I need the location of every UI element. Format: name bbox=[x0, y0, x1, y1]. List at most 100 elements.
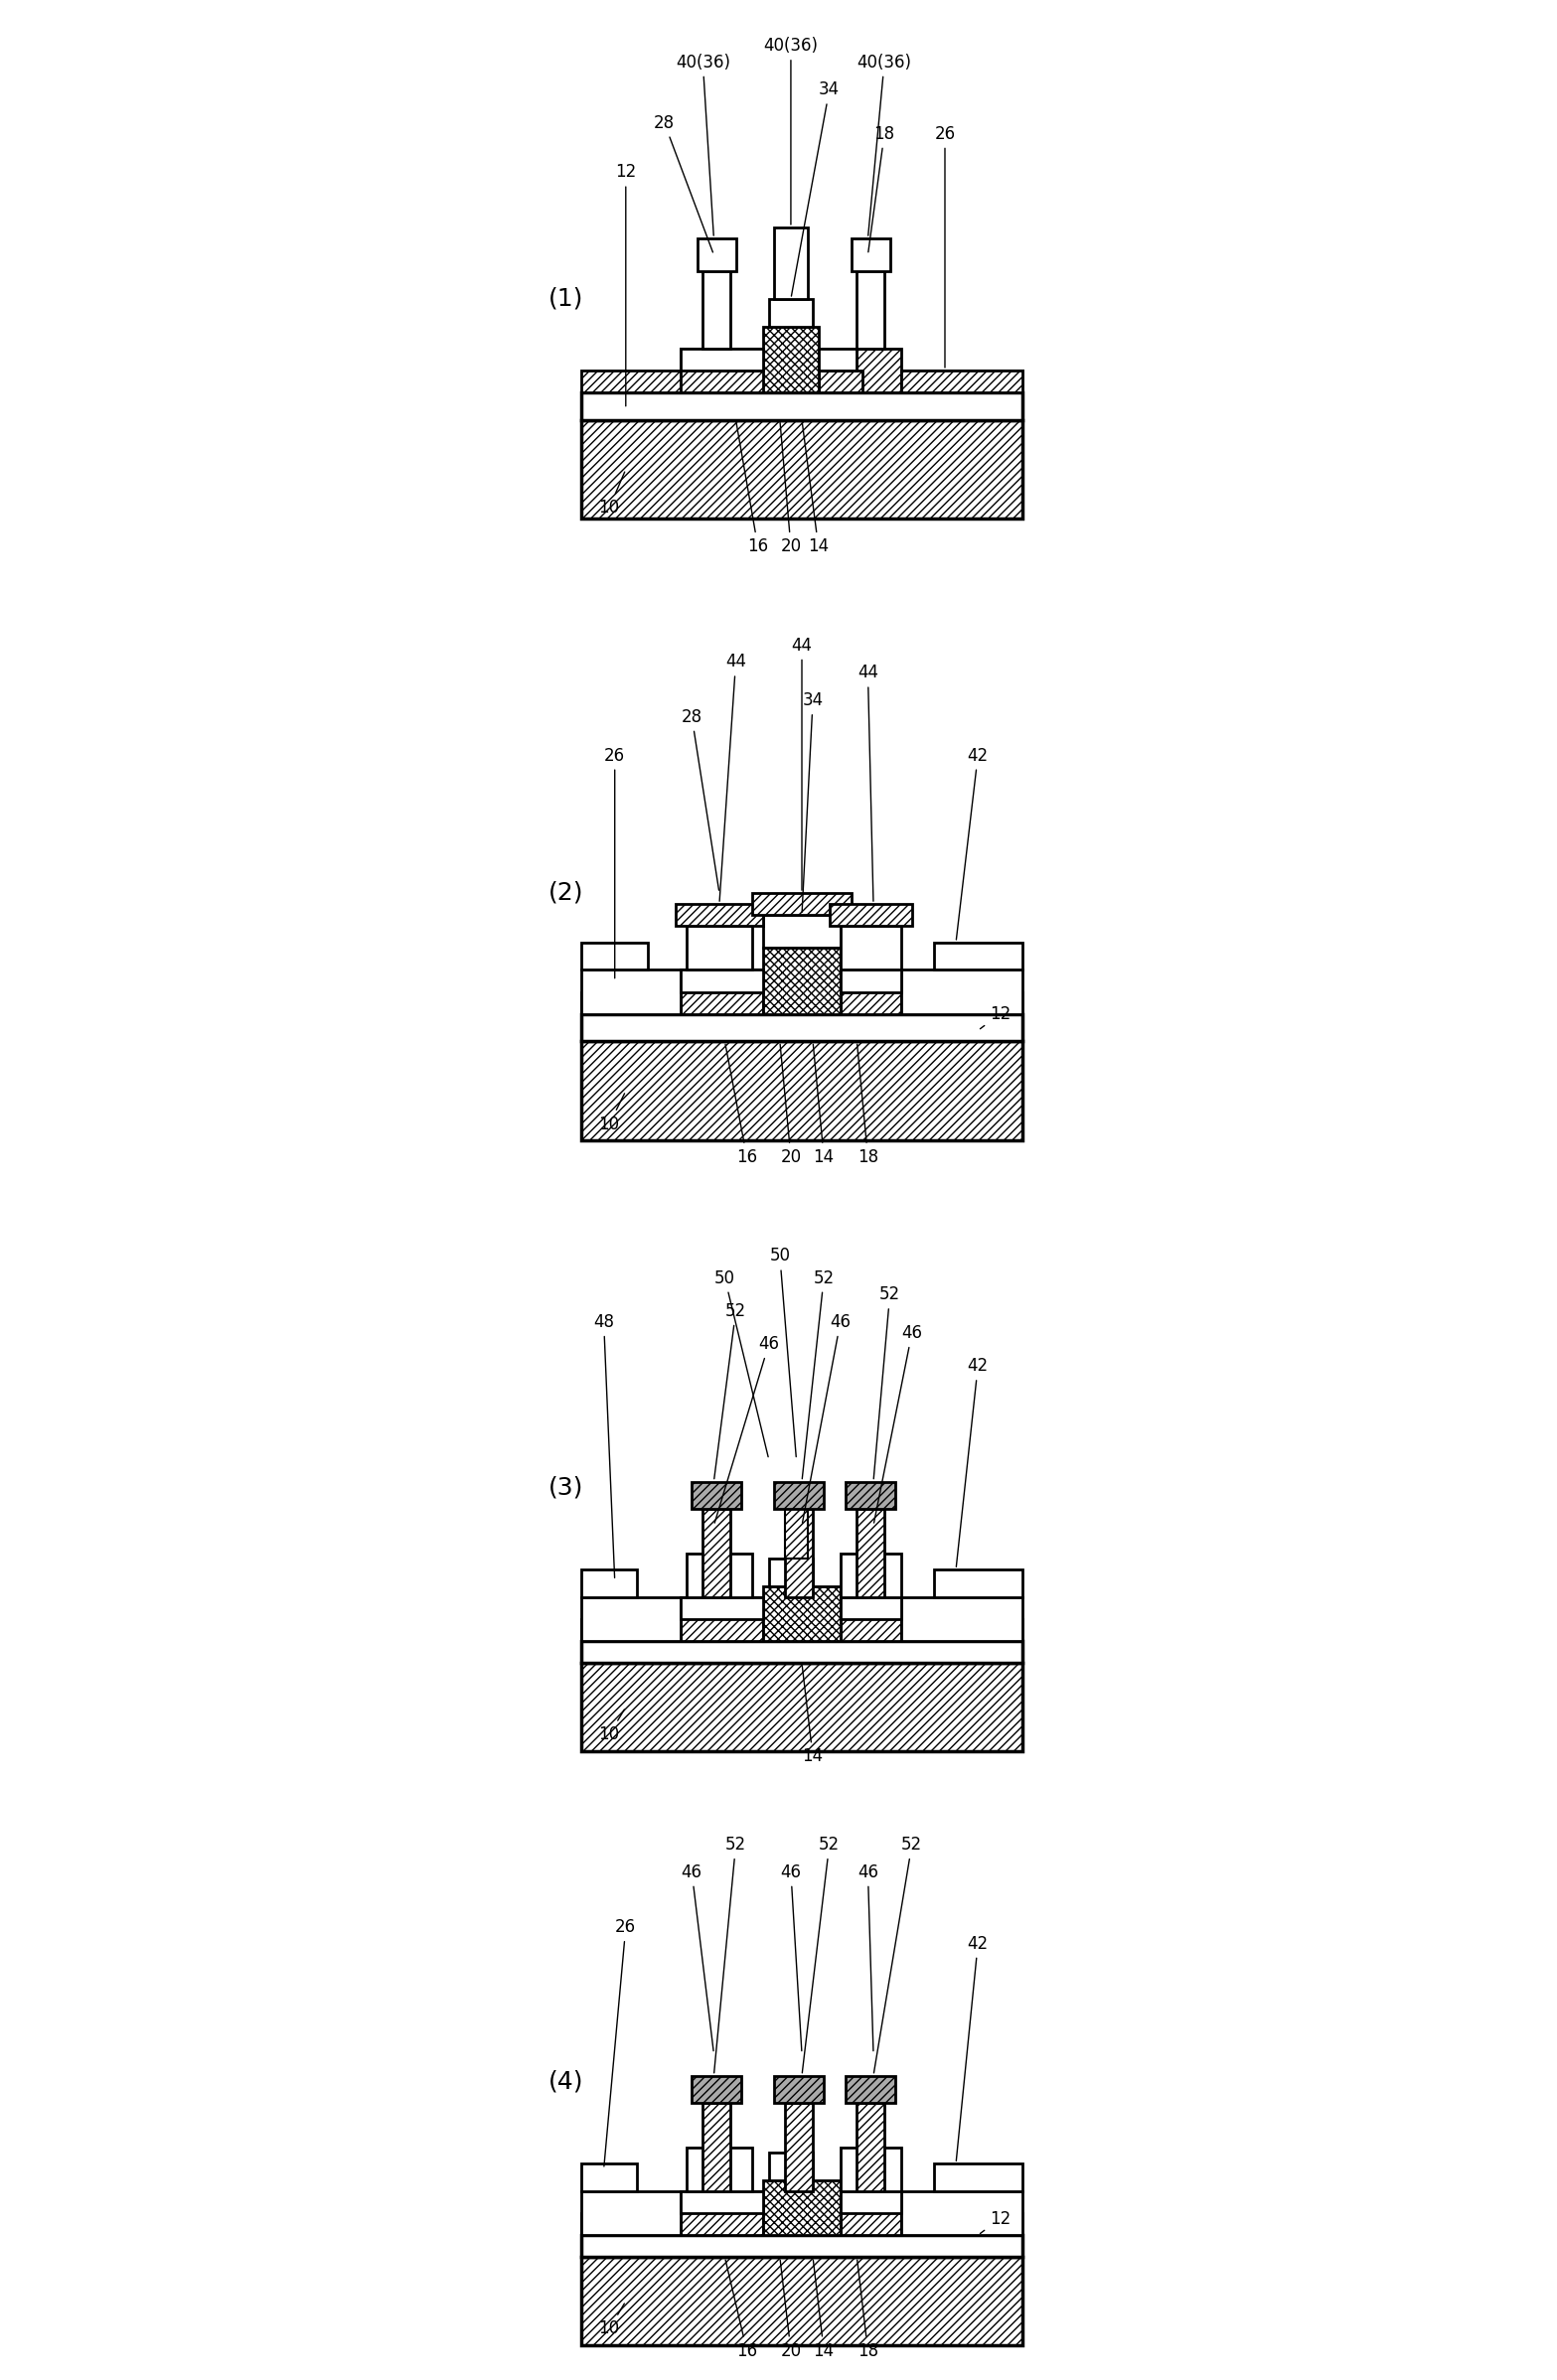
Bar bbox=[769, 2152, 813, 2180]
Bar bbox=[691, 2075, 741, 2104]
Text: 26: 26 bbox=[604, 1918, 637, 2166]
Bar bbox=[582, 1642, 1021, 1664]
Bar bbox=[582, 2256, 1021, 2344]
Bar bbox=[680, 971, 763, 1014]
Bar bbox=[856, 271, 884, 347]
Text: 40(36): 40(36) bbox=[763, 36, 817, 224]
Bar bbox=[691, 1480, 741, 1509]
Text: 42: 42 bbox=[956, 1935, 989, 2161]
Bar bbox=[785, 1509, 813, 1597]
Bar bbox=[687, 2147, 752, 2192]
Bar bbox=[774, 1480, 824, 1509]
Text: 44: 44 bbox=[791, 635, 813, 890]
Bar bbox=[680, 2192, 763, 2213]
Bar bbox=[902, 971, 1021, 1014]
Bar bbox=[841, 971, 902, 992]
Bar bbox=[841, 1554, 902, 1597]
Bar bbox=[785, 2104, 813, 2192]
Text: 50: 50 bbox=[715, 1269, 768, 1457]
Bar bbox=[582, 2163, 637, 2192]
Bar bbox=[687, 926, 752, 971]
Text: 46: 46 bbox=[802, 1314, 850, 1523]
Bar bbox=[582, 419, 1021, 519]
Bar bbox=[769, 1559, 813, 1585]
Bar bbox=[902, 371, 1021, 393]
Bar bbox=[582, 393, 1021, 419]
Bar bbox=[845, 2075, 895, 2104]
Text: 44: 44 bbox=[719, 652, 746, 902]
Text: 10: 10 bbox=[599, 2304, 624, 2337]
Bar bbox=[698, 238, 736, 271]
Bar bbox=[582, 2235, 1021, 2256]
Bar bbox=[676, 904, 763, 926]
Text: 52: 52 bbox=[715, 1835, 746, 2073]
Bar bbox=[752, 892, 852, 914]
Text: 16: 16 bbox=[736, 424, 768, 555]
Bar bbox=[856, 2104, 884, 2192]
Text: 46: 46 bbox=[873, 1323, 922, 1523]
Text: 18: 18 bbox=[858, 2261, 878, 2359]
Text: 10: 10 bbox=[599, 471, 624, 516]
Bar bbox=[582, 942, 648, 971]
Bar bbox=[785, 1504, 808, 1559]
Text: 46: 46 bbox=[858, 1864, 878, 2052]
Bar bbox=[845, 1480, 895, 1509]
Bar bbox=[841, 2147, 902, 2192]
Text: 10: 10 bbox=[599, 1092, 624, 1133]
Text: 10: 10 bbox=[599, 1709, 624, 1745]
Text: 14: 14 bbox=[813, 2261, 835, 2359]
Bar bbox=[934, 942, 1021, 971]
Bar bbox=[841, 971, 902, 1014]
Bar bbox=[841, 926, 902, 971]
Bar bbox=[702, 1509, 730, 1597]
Bar bbox=[902, 371, 1021, 393]
Bar bbox=[934, 2163, 1021, 2192]
Bar bbox=[680, 347, 763, 371]
Bar bbox=[582, 1042, 1021, 1140]
Text: 52: 52 bbox=[802, 1269, 835, 1478]
Text: (3): (3) bbox=[548, 1476, 584, 1499]
Bar bbox=[763, 2180, 841, 2235]
Text: 28: 28 bbox=[682, 707, 719, 890]
Text: 46: 46 bbox=[682, 1864, 713, 2052]
Bar bbox=[774, 2075, 824, 2104]
Bar bbox=[582, 1568, 637, 1597]
Bar bbox=[763, 326, 819, 393]
Bar bbox=[680, 347, 819, 393]
Text: 18: 18 bbox=[869, 124, 895, 252]
Bar bbox=[582, 2192, 680, 2235]
Text: 26: 26 bbox=[934, 124, 956, 367]
Text: 42: 42 bbox=[956, 747, 989, 940]
Text: 40(36): 40(36) bbox=[856, 52, 912, 236]
Text: 26: 26 bbox=[604, 747, 626, 978]
Text: 14: 14 bbox=[802, 1666, 824, 1766]
Text: 46: 46 bbox=[780, 1864, 802, 2052]
Bar bbox=[856, 347, 902, 393]
Bar bbox=[763, 947, 841, 1014]
Text: 44: 44 bbox=[858, 664, 878, 902]
Text: 18: 18 bbox=[858, 1045, 878, 1166]
Bar bbox=[582, 1597, 680, 1642]
Bar bbox=[819, 371, 863, 393]
Text: 14: 14 bbox=[813, 1045, 835, 1166]
Text: 40(36): 40(36) bbox=[676, 52, 730, 236]
Bar bbox=[902, 1597, 1021, 1642]
Bar bbox=[680, 1597, 763, 1618]
Text: 52: 52 bbox=[873, 1835, 922, 2073]
Text: 52: 52 bbox=[873, 1285, 900, 1478]
Text: 16: 16 bbox=[726, 1045, 757, 1166]
Text: 28: 28 bbox=[654, 114, 713, 252]
Polygon shape bbox=[680, 347, 819, 393]
Bar bbox=[582, 971, 680, 1014]
Bar bbox=[841, 2192, 902, 2235]
Text: 16: 16 bbox=[726, 2261, 757, 2359]
Bar bbox=[582, 371, 680, 393]
Bar bbox=[582, 1014, 1021, 1042]
Bar bbox=[769, 300, 813, 326]
Text: 20: 20 bbox=[780, 1045, 802, 1166]
Text: (2): (2) bbox=[548, 881, 584, 904]
Bar bbox=[702, 271, 730, 347]
Text: 12: 12 bbox=[981, 1004, 1010, 1028]
Bar bbox=[841, 2192, 902, 2213]
Text: 34: 34 bbox=[802, 693, 824, 912]
